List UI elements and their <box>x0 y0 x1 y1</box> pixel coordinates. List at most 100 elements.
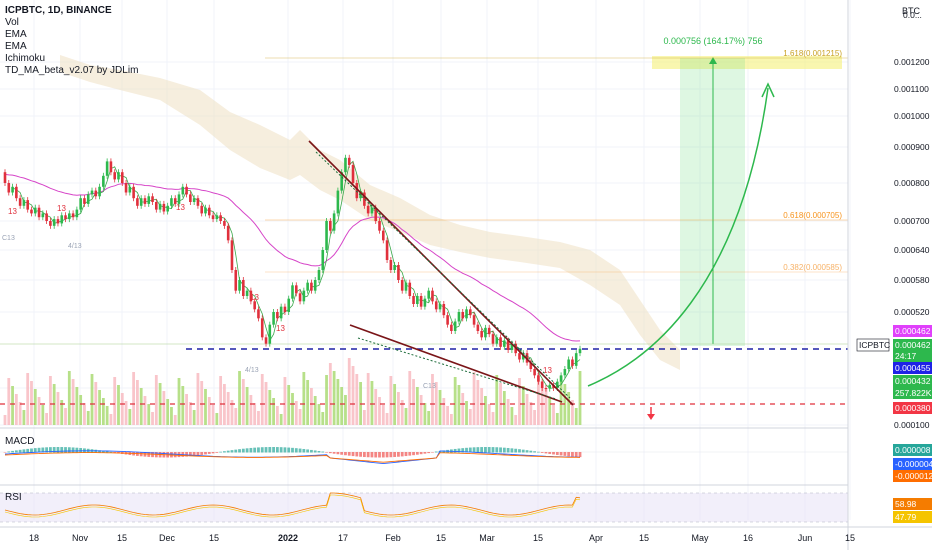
chart-legend: ICPBTC, 1D, BINANCE Vol EMA EMA Ichimoku… <box>5 5 138 77</box>
macd-histogram-bar <box>26 448 30 453</box>
volume-bars <box>3 358 582 425</box>
macd-histogram-bar <box>52 447 56 453</box>
macd-histogram-bar <box>204 452 207 455</box>
macd-histogram-bar <box>423 452 427 454</box>
macd-histogram-bar <box>397 452 400 457</box>
macd-histogram-bar <box>344 452 347 456</box>
macd-histogram-bar <box>412 452 415 456</box>
candle-body <box>162 203 166 212</box>
volume-bar <box>317 404 321 425</box>
candle-body <box>491 334 495 344</box>
volume-bar <box>529 402 533 425</box>
legend-title[interactable]: ICPBTC, 1D, BINANCE <box>5 5 112 16</box>
volume-bar <box>362 410 366 425</box>
volume-bar <box>60 400 64 425</box>
volume-bar <box>22 410 26 425</box>
volume-bar <box>533 410 537 425</box>
td-small-label: C13 <box>423 383 436 390</box>
time-tick-label: 15 <box>436 533 446 543</box>
candle-body <box>60 215 64 224</box>
volume-bar <box>408 371 412 425</box>
candle-body <box>291 285 294 299</box>
macd-histogram-bar <box>257 447 260 453</box>
candle-body <box>272 312 275 325</box>
macd-tag-bg <box>893 444 932 456</box>
macd-histogram-bar <box>415 452 419 455</box>
candle-body <box>189 194 192 202</box>
macd-histogram-bar <box>378 452 381 458</box>
legend-indicator-ema-1[interactable]: EMA <box>5 29 27 40</box>
legend-indicator-ichimoku[interactable]: Ichimoku <box>5 53 46 64</box>
macd-histogram-bar <box>385 452 389 458</box>
macd-histogram-bar <box>18 449 22 453</box>
legend-indicator-vol[interactable]: Vol <box>5 17 19 28</box>
projection-curve <box>587 87 769 387</box>
candle-body <box>450 324 453 331</box>
rsi-line <box>4 492 581 516</box>
legend-indicator-td-ma[interactable]: TD_MA_beta_v2.07 by JDLim <box>5 65 139 76</box>
macd-histogram-bar <box>14 450 18 453</box>
rsi-pane-label[interactable]: RSI <box>5 492 22 503</box>
macd-histogram-bar <box>540 452 544 453</box>
volume-bar <box>275 406 279 425</box>
candle-body <box>49 221 52 226</box>
candle-body <box>98 186 101 197</box>
macd-histogram-bar <box>480 447 484 453</box>
volume-bar <box>415 387 419 425</box>
macd-histogram-bar <box>48 447 52 453</box>
macd-histogram-bar <box>578 452 582 458</box>
volume-bar <box>302 372 306 425</box>
rsi-band <box>0 493 848 522</box>
price-tick-label: 0.000900 <box>894 142 930 152</box>
candle-body <box>313 280 317 291</box>
macd-histogram-bar <box>185 452 188 457</box>
volume-bar <box>306 380 310 425</box>
volume-bar <box>124 401 128 425</box>
volume-bar <box>336 379 340 425</box>
macd-histogram-bar <box>219 451 223 453</box>
volume-bar <box>166 399 170 425</box>
price-tick-label: 0.000800 <box>894 178 930 188</box>
volume-bar <box>185 394 188 425</box>
volume-bar <box>344 395 347 425</box>
candle-body <box>544 388 548 389</box>
volume-bar <box>449 414 453 425</box>
time-tick-label: Apr <box>589 533 603 543</box>
projection-arrow-head <box>709 57 717 64</box>
volume-bar <box>48 376 52 425</box>
volume-bar <box>238 371 241 425</box>
volume-bar <box>431 374 434 425</box>
candle-body <box>336 190 340 214</box>
chart-overlays: 1.618(0.001215) 0.618(0.000705) 0.382(0.00… <box>0 36 848 420</box>
volume-bar <box>378 397 381 425</box>
macd-histogram-bar <box>56 447 60 453</box>
wedge-lower-line <box>349 324 563 403</box>
volume-bar <box>117 385 120 425</box>
macd-histogram-bar <box>291 447 294 453</box>
time-tick-label: Dec <box>159 533 176 543</box>
macd-histogram-bar <box>223 451 226 453</box>
macd-histogram-bar <box>552 452 555 455</box>
indicator-subpanes <box>0 427 848 523</box>
legend-indicator-ema-2[interactable]: EMA <box>5 41 27 52</box>
candle-body <box>533 369 536 376</box>
volume-bar <box>268 390 272 425</box>
volume-bar <box>465 401 468 425</box>
volume-bar <box>253 403 257 425</box>
volume-bar <box>389 376 393 425</box>
macd-histogram-bar <box>434 451 438 453</box>
macd-histogram-bar <box>64 447 67 453</box>
candle-body <box>200 205 204 214</box>
candle-body <box>166 205 169 212</box>
candle-body <box>366 205 370 214</box>
macd-histogram-bar <box>431 452 434 453</box>
candle-body <box>86 194 90 204</box>
volume-bar <box>491 412 495 425</box>
candle-body <box>249 290 253 302</box>
macd-pane-label[interactable]: MACD <box>5 436 35 447</box>
volume-bar <box>419 395 423 425</box>
candle-body <box>245 290 249 296</box>
macd-histogram-bar <box>400 452 404 457</box>
volume-bar <box>128 409 132 425</box>
